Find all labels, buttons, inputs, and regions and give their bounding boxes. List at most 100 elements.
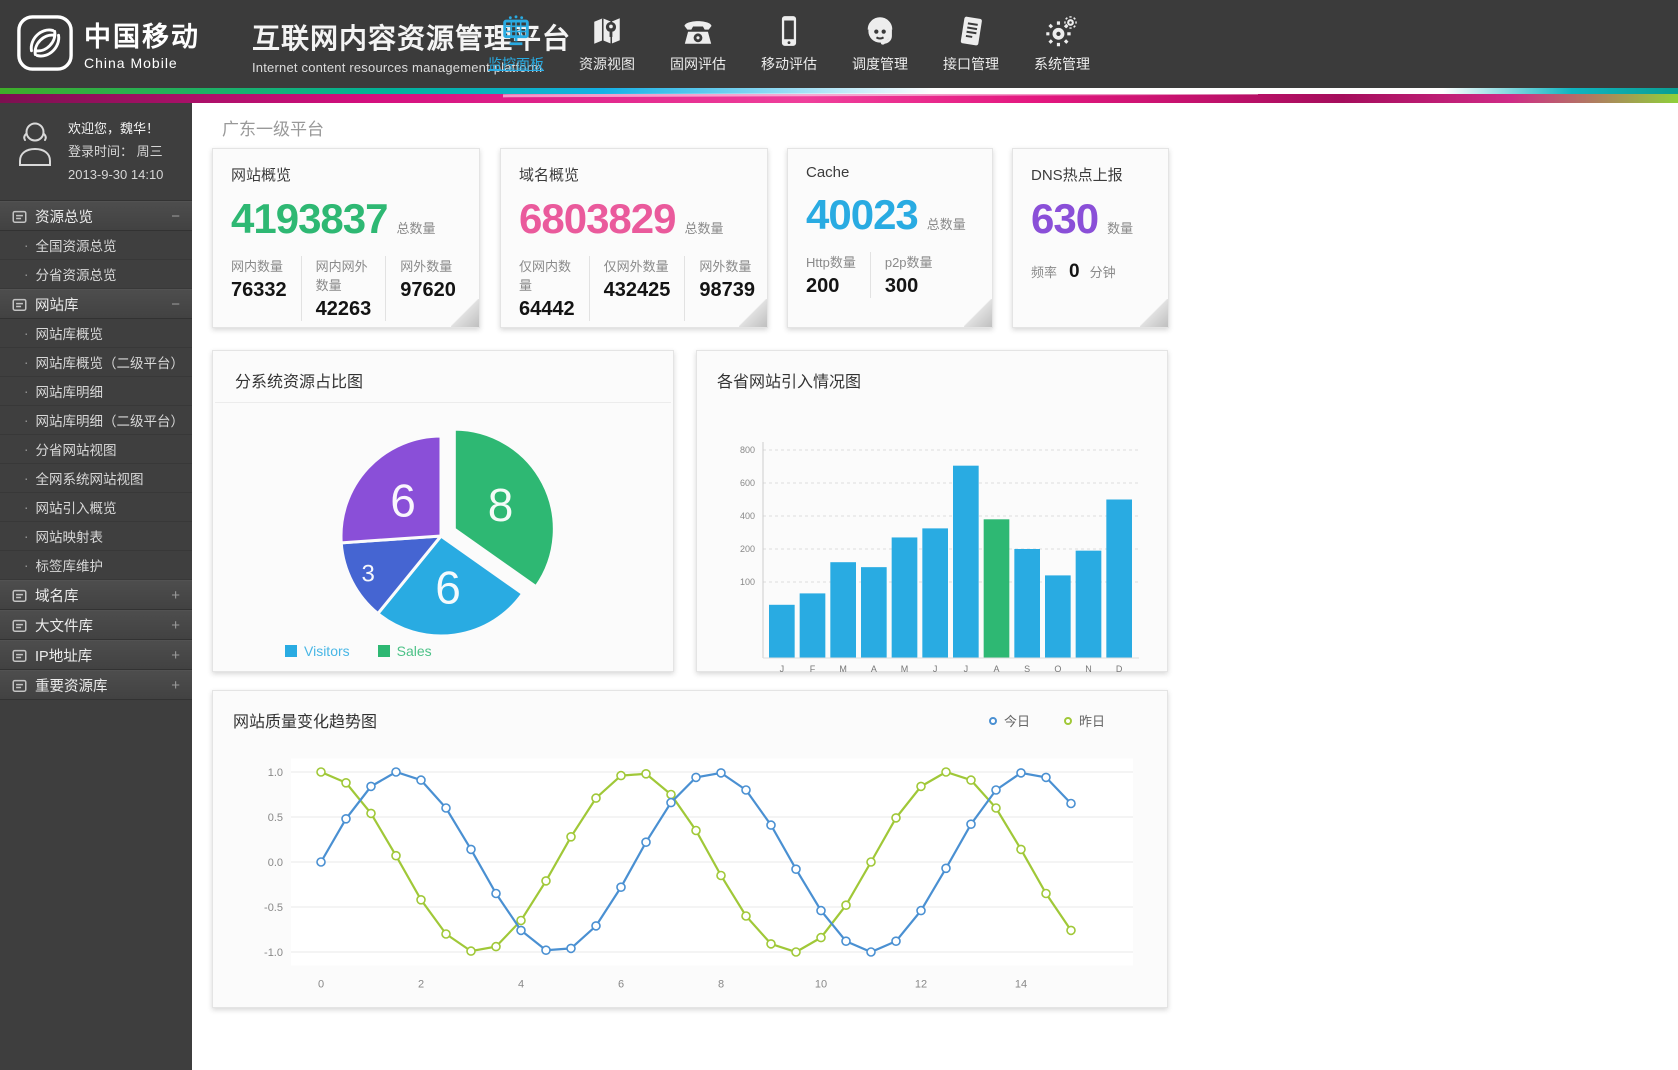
bar-A-8 [983, 519, 1010, 658]
nav-item-4[interactable]: 移动评估 [751, 9, 827, 74]
pie-slice-label: 6 [390, 475, 416, 527]
bar-xtick-label: J [780, 664, 785, 674]
stat-label: 频率 [1031, 265, 1058, 280]
bar-ytick-label: 400 [740, 511, 755, 521]
stat-label: 网内网外数量 [315, 259, 368, 293]
sidebar-item-label: 全国资源总览 [35, 239, 117, 255]
nav-item-3[interactable]: 固网评估 [660, 9, 736, 74]
line-point [666, 797, 676, 808]
legend-ring-icon [988, 716, 997, 725]
line-point [1041, 888, 1051, 899]
gears-icon [1024, 9, 1100, 53]
nav-item-1[interactable]: 监控面板 [478, 9, 554, 74]
bullet-icon: · [24, 354, 29, 370]
line-point [541, 876, 551, 886]
nav-item-6[interactable]: 接口管理 [933, 9, 1009, 74]
line-point [366, 808, 376, 819]
document-icon [12, 210, 27, 223]
line-xtick-label: 12 [915, 979, 927, 991]
pie-legend-item-visitors[interactable]: Visitors [285, 643, 350, 659]
nav-item-5[interactable]: 调度管理 [842, 9, 918, 74]
bar-ytick-label: 200 [740, 544, 755, 554]
stat-card-title: 域名概览 [519, 167, 580, 184]
line-legend-item-1[interactable]: 今日 [988, 711, 1030, 730]
stat-column: p2p数量 300 [869, 252, 947, 298]
nav-item-2[interactable]: 资源视图 [569, 9, 645, 74]
sidebar-item[interactable]: · 网站引入概览 [0, 493, 192, 523]
stat-column: 仅网内数量 64442 [519, 256, 589, 321]
pie-legend-item-sales[interactable]: Sales [377, 643, 432, 659]
brand-en: China Mobile [84, 55, 178, 71]
document-icon [12, 589, 27, 602]
bar-xtick-label: M [839, 664, 847, 674]
sidebar-item[interactable]: · 全国资源总览 [0, 231, 192, 261]
line-point [516, 915, 526, 926]
sidebar-item[interactable]: · 分省资源总览 [0, 260, 192, 290]
stat-card-title: DNS热点上报 [1031, 167, 1123, 184]
line-xtick-label: 0 [318, 979, 324, 991]
line-point [991, 785, 1001, 795]
line-point [941, 863, 951, 874]
sidebar-item[interactable]: · 全网系统网站视图 [0, 464, 192, 494]
line-point [941, 767, 951, 777]
line-point [991, 803, 1001, 813]
line-point [591, 921, 601, 931]
line-point [366, 781, 376, 792]
bar-xtick-label: D [1116, 664, 1123, 674]
bar-ytick-label: 600 [740, 478, 755, 488]
bullet-icon: · [24, 499, 29, 515]
sidebar-section-0[interactable]: 资源总览 − [0, 201, 192, 232]
line-point [766, 820, 776, 830]
line-point [591, 793, 601, 803]
sidebar-item[interactable]: · 分省网站视图 [0, 435, 192, 465]
sidebar-item[interactable]: · 网站库概览 [0, 319, 192, 349]
line-point [841, 900, 851, 910]
line-point [691, 772, 701, 783]
sidebar-section-3[interactable]: 大文件库 + [0, 610, 192, 641]
sidebar-section-4[interactable]: IP地址库 + [0, 640, 192, 671]
line-point [1016, 768, 1026, 778]
bullet-icon: · [24, 470, 29, 486]
china-mobile-logo-icon [17, 15, 73, 71]
sidebar-item-label: 全网系统网站视图 [35, 472, 144, 488]
bar-M-5 [891, 537, 918, 658]
stat-column: Http数量 200 [806, 252, 870, 298]
line-point [1016, 844, 1026, 855]
bar-O-10 [1045, 575, 1071, 658]
sidebar-item[interactable]: · 网站映射表 [0, 522, 192, 552]
stat-big-value: 40023 [806, 191, 919, 238]
document-icon [12, 679, 27, 692]
nav-item-7[interactable]: 系统管理 [1024, 9, 1100, 74]
bullet-icon: · [24, 237, 29, 253]
expand-icon[interactable]: + [171, 616, 180, 634]
main-content: 广东一级平台 网站概览 4193837 总数量 网内数量 76332 网内网外数量 4226… [192, 103, 1678, 1070]
expand-icon[interactable]: + [171, 646, 180, 664]
bar-xtick-label: S [1024, 664, 1030, 674]
expand-icon[interactable]: + [171, 676, 180, 694]
sidebar-item[interactable]: · 网站库明细（二级平台） [0, 406, 192, 436]
collapse-icon[interactable]: − [171, 295, 180, 313]
stat-label: 仅网内数量 [519, 259, 572, 293]
line-point [516, 925, 526, 936]
sidebar-item[interactable]: · 标签库维护 [0, 551, 192, 581]
bar-xtick-label: N [1085, 664, 1092, 674]
stat-big-unit: 总数量 [684, 221, 724, 236]
expand-icon[interactable]: + [171, 586, 180, 604]
line-point [616, 770, 626, 781]
pie-slice-4 [339, 434, 443, 545]
line-point [841, 936, 851, 946]
sidebar-section-5[interactable]: 重要资源库 + [0, 670, 192, 701]
line-legend-item-2[interactable]: 昨日 [1063, 711, 1105, 730]
sidebar-section-2[interactable]: 域名库 + [0, 580, 192, 611]
mobile-icon [751, 9, 827, 53]
line-point [416, 775, 426, 785]
sidebar-item[interactable]: · 网站库概览（二级平台） [0, 348, 192, 378]
sidebar-section-1[interactable]: 网站库 − [0, 289, 192, 320]
sidebar-item[interactable]: · 网站库明细 [0, 377, 192, 407]
collapse-icon[interactable]: − [171, 207, 180, 225]
stat-big-value: 6803829 [519, 195, 677, 242]
line-point [541, 945, 551, 955]
bullet-icon: · [24, 557, 29, 573]
